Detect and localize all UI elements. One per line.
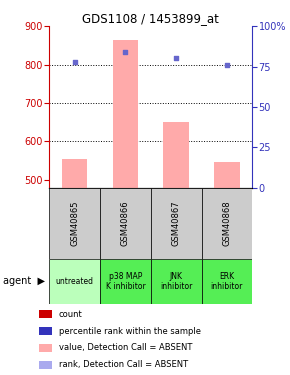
Point	[174, 55, 179, 61]
Bar	[113, 40, 138, 188]
Bar	[39, 361, 52, 369]
Text: value, Detection Call = ABSENT: value, Detection Call = ABSENT	[59, 344, 192, 352]
Point	[123, 49, 128, 55]
Bar	[62, 159, 87, 188]
Text: p38 MAP
K inhibitor: p38 MAP K inhibitor	[106, 272, 145, 291]
Text: JNK
inhibitor: JNK inhibitor	[160, 272, 192, 291]
Text: untreated: untreated	[56, 277, 94, 286]
Bar	[214, 162, 240, 188]
Point	[72, 58, 77, 64]
Text: GSM40868: GSM40868	[222, 200, 231, 246]
Text: GSM40865: GSM40865	[70, 200, 79, 246]
Bar	[202, 259, 252, 304]
Text: percentile rank within the sample: percentile rank within the sample	[59, 327, 201, 336]
Bar	[39, 344, 52, 352]
Bar	[49, 259, 100, 304]
Bar	[164, 122, 189, 188]
Title: GDS1108 / 1453899_at: GDS1108 / 1453899_at	[82, 12, 219, 25]
Bar	[39, 327, 52, 335]
Bar	[202, 188, 252, 259]
Bar	[151, 259, 202, 304]
Text: count: count	[59, 310, 82, 319]
Bar	[100, 188, 151, 259]
Text: GSM40866: GSM40866	[121, 200, 130, 246]
Text: GSM40867: GSM40867	[172, 200, 181, 246]
Bar	[151, 188, 202, 259]
Text: rank, Detection Call = ABSENT: rank, Detection Call = ABSENT	[59, 360, 188, 369]
Bar	[49, 188, 100, 259]
Bar	[39, 310, 52, 318]
Bar	[100, 259, 151, 304]
Text: agent  ▶: agent ▶	[3, 276, 45, 286]
Point	[224, 62, 229, 68]
Text: ERK
inhibitor: ERK inhibitor	[211, 272, 243, 291]
